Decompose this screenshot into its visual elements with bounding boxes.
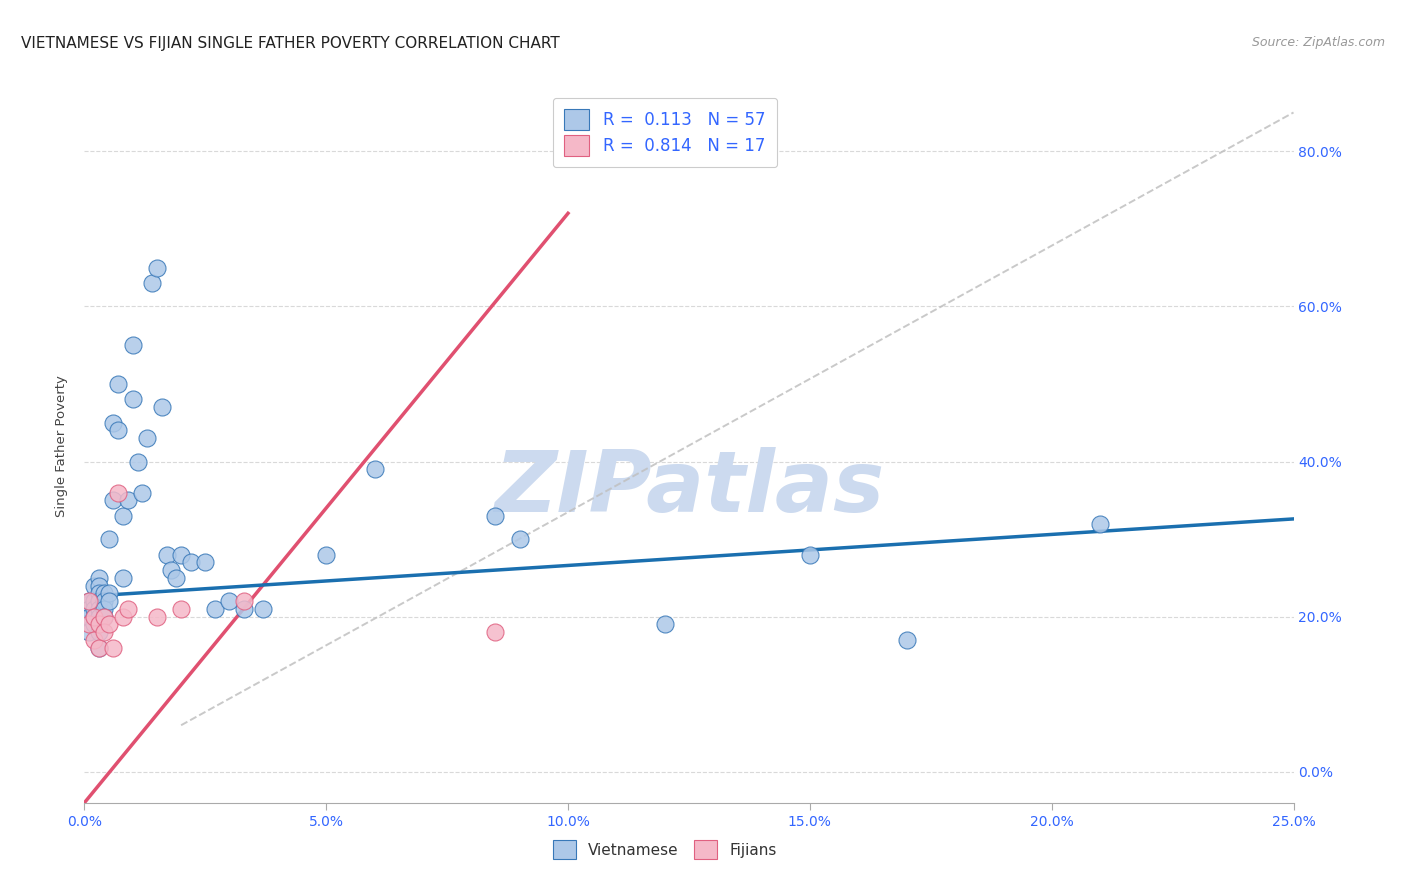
Y-axis label: Single Father Poverty: Single Father Poverty (55, 375, 69, 517)
Point (77, 609, 100, 624)
Point (107, 424, 129, 438)
Point (170, 548, 193, 562)
Point (654, 617, 676, 632)
Point (87, 625, 110, 640)
Text: ZIPatlas: ZIPatlas (494, 447, 884, 531)
Point (121, 392, 143, 407)
Point (97, 594, 120, 608)
Point (131, 485, 153, 500)
Point (233, 594, 256, 608)
Point (97, 586, 120, 600)
Point (93, 594, 115, 608)
Point (484, 508, 506, 523)
Point (141, 276, 163, 290)
Point (103, 416, 125, 430)
Point (233, 602, 256, 616)
Point (87, 602, 110, 616)
Point (896, 632, 918, 647)
Point (87, 579, 110, 593)
Point (83, 609, 105, 624)
Point (83, 617, 105, 632)
Point (77, 602, 100, 616)
Point (93, 625, 115, 640)
Point (107, 376, 129, 391)
Point (484, 625, 506, 640)
Point (315, 548, 337, 562)
Point (83, 609, 105, 624)
Text: Source: ZipAtlas.com: Source: ZipAtlas.com (1251, 36, 1385, 49)
Point (155, 548, 177, 562)
Point (87, 640, 110, 655)
Legend: Vietnamese, Fijians: Vietnamese, Fijians (546, 832, 785, 866)
Point (93, 609, 115, 624)
Point (77, 625, 100, 640)
Point (150, 401, 173, 415)
Point (112, 571, 135, 585)
Point (77, 594, 100, 608)
Text: VIETNAMESE VS FIJIAN SINGLE FATHER POVERTY CORRELATION CHART: VIETNAMESE VS FIJIAN SINGLE FATHER POVER… (21, 36, 560, 51)
Point (107, 485, 129, 500)
Point (83, 632, 105, 647)
Point (83, 579, 105, 593)
Point (117, 602, 139, 616)
Point (87, 640, 110, 655)
Point (218, 594, 240, 608)
Point (87, 586, 110, 600)
Point (136, 431, 159, 445)
Point (87, 609, 110, 624)
Point (117, 493, 139, 508)
Point (127, 454, 149, 468)
Point (87, 571, 110, 585)
Point (103, 493, 125, 508)
Point (97, 532, 120, 546)
Point (165, 571, 187, 585)
Point (799, 548, 821, 562)
Point (509, 532, 531, 546)
Point (93, 602, 115, 616)
Point (194, 555, 217, 569)
Point (83, 602, 105, 616)
Point (180, 555, 202, 569)
Point (112, 508, 135, 523)
Point (160, 563, 183, 577)
Point (1088, 516, 1111, 531)
Point (146, 609, 169, 624)
Point (170, 602, 193, 616)
Point (97, 617, 120, 632)
Point (87, 617, 110, 632)
Point (252, 602, 274, 616)
Point (103, 640, 125, 655)
Point (121, 338, 143, 352)
Point (363, 462, 385, 476)
Point (93, 609, 115, 624)
Point (83, 594, 105, 608)
Point (112, 609, 135, 624)
Point (93, 586, 115, 600)
Point (77, 594, 100, 608)
Point (146, 260, 169, 275)
Point (77, 617, 100, 632)
Point (87, 594, 110, 608)
Point (204, 602, 226, 616)
